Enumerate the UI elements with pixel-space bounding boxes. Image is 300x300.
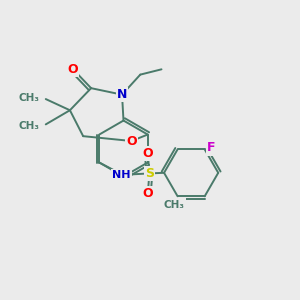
Text: NH: NH [112,170,130,180]
Text: O: O [142,187,153,200]
Text: O: O [68,62,78,76]
Text: CH₃: CH₃ [18,93,39,103]
Text: N: N [117,88,127,101]
Text: F: F [207,141,215,154]
Text: CH₃: CH₃ [18,121,39,131]
Text: S: S [145,167,154,180]
Text: O: O [126,134,137,148]
Text: CH₃: CH₃ [164,200,184,209]
Text: O: O [142,147,153,160]
